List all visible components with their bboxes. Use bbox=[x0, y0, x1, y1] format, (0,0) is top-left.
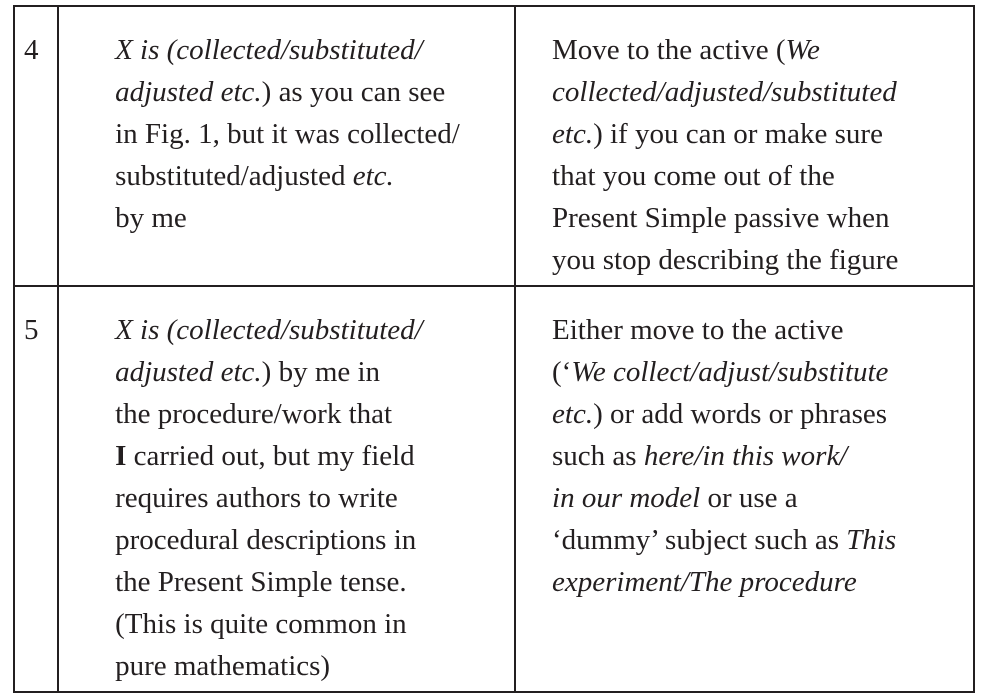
action-cell: Either move to the active (‘We collect/ad… bbox=[514, 285, 975, 693]
cell-text-line: etc.) or add words or phrases bbox=[552, 393, 973, 435]
cell-text-line: (‘We collect/adjust/substitute bbox=[552, 351, 973, 393]
italic-text: X is (collected/substituted/ bbox=[115, 314, 423, 346]
italic-text: This bbox=[846, 524, 897, 556]
text-run: in Fig. 1, but it was collected/ bbox=[115, 118, 460, 150]
row-number-cell: 4 bbox=[12, 5, 60, 287]
text-run: by me bbox=[115, 202, 187, 234]
cell-text-line: in our model or use a bbox=[552, 477, 973, 519]
cell-text-line: requires authors to write bbox=[115, 477, 514, 519]
cell-text-line: Move to the active (We bbox=[552, 29, 973, 71]
cell-text-line: substituted/adjusted etc. bbox=[115, 155, 514, 197]
cell-text-line: in Fig. 1, but it was collected/ bbox=[115, 113, 514, 155]
text-run: (‘ bbox=[552, 356, 572, 388]
cell-text-line: experiment/The procedure bbox=[552, 561, 973, 603]
text-run: ) if you can or make sure bbox=[593, 118, 883, 150]
text-run: or use a bbox=[700, 482, 798, 514]
cell-text-line: Either move to the active bbox=[552, 309, 973, 351]
italic-text: We collect/adjust/substitute bbox=[571, 356, 889, 388]
italic-text: adjusted etc. bbox=[115, 356, 262, 388]
situation-cell: X is (collected/substituted/adjusted etc… bbox=[57, 285, 517, 693]
cell-text-line: X is (collected/substituted/ bbox=[115, 29, 514, 71]
cell-text-line: adjusted etc.) by me in bbox=[115, 351, 514, 393]
text-run: ) by me in bbox=[261, 356, 381, 388]
italic-text: collected/adjusted/substituted bbox=[552, 76, 897, 108]
italic-text: here/in this work/ bbox=[643, 440, 848, 472]
cell-text-line: adjusted etc.) as you can see bbox=[115, 71, 514, 113]
italic-text: etc. bbox=[352, 160, 394, 192]
text-run: ) or add words or phrases bbox=[593, 398, 888, 430]
cell-text-line: such as here/in this work/ bbox=[552, 435, 973, 477]
cell-text-line: by me bbox=[115, 197, 514, 239]
text-run: substituted/adjusted bbox=[115, 160, 353, 192]
cell-text-line: pure mathematics) bbox=[115, 645, 514, 687]
guidance-table: 4 X is (collected/substituted/adjusted e… bbox=[12, 5, 975, 693]
italic-text: experiment/The procedure bbox=[552, 566, 857, 598]
table-row: 4 X is (collected/substituted/adjusted e… bbox=[12, 5, 975, 287]
italic-text: etc. bbox=[552, 398, 594, 430]
italic-text: adjusted etc. bbox=[115, 76, 262, 108]
text-run: the Present Simple tense. bbox=[115, 566, 407, 598]
situation-cell: X is (collected/substituted/adjusted etc… bbox=[57, 5, 517, 287]
cell-text-line: etc.) if you can or make sure bbox=[552, 113, 973, 155]
bold-text: I bbox=[115, 440, 127, 472]
cell-text-line: I carried out, but my field bbox=[115, 435, 514, 477]
cell-text-line: procedural descriptions in bbox=[115, 519, 514, 561]
text-run: carried out, but my field bbox=[126, 440, 415, 472]
cell-text-line: ‘dummy’ subject such as This bbox=[552, 519, 973, 561]
cell-text-line: you stop describing the figure bbox=[552, 239, 973, 281]
text-run: that you come out of the bbox=[552, 160, 835, 192]
text-run: ‘dummy’ subject such as bbox=[552, 524, 847, 556]
table-row: 5 X is (collected/substituted/adjusted e… bbox=[12, 285, 975, 693]
italic-text: We bbox=[785, 34, 820, 66]
text-run: pure mathematics) bbox=[115, 650, 331, 682]
cell-text-line: collected/adjusted/substituted bbox=[552, 71, 973, 113]
text-run: the procedure/work that bbox=[115, 398, 393, 430]
text-run: requires authors to write bbox=[115, 482, 398, 514]
text-run: ) as you can see bbox=[261, 76, 446, 108]
cell-text-line: the procedure/work that bbox=[115, 393, 514, 435]
italic-text: X is (collected/substituted/ bbox=[115, 34, 423, 66]
cell-text-line: the Present Simple tense. bbox=[115, 561, 514, 603]
italic-text: in our model bbox=[552, 482, 701, 514]
cell-text-line: that you come out of the bbox=[552, 155, 973, 197]
cell-text-line: (This is quite common in bbox=[115, 603, 514, 645]
text-run: such as bbox=[552, 440, 644, 472]
row-number-cell: 5 bbox=[12, 285, 60, 693]
italic-text: etc. bbox=[552, 118, 594, 150]
cell-text-line: X is (collected/substituted/ bbox=[115, 309, 514, 351]
cell-text-line: Present Simple passive when bbox=[552, 197, 973, 239]
text-run: Move to the active ( bbox=[552, 34, 786, 66]
row-number: 5 bbox=[24, 314, 39, 346]
text-run: procedural descriptions in bbox=[115, 524, 417, 556]
row-number: 4 bbox=[24, 34, 39, 66]
text-run: (This is quite common in bbox=[115, 608, 407, 640]
action-cell: Move to the active (We collected/adjusted… bbox=[514, 5, 975, 287]
text-run: Either move to the active bbox=[552, 314, 844, 346]
text-run: Present Simple passive when bbox=[552, 202, 890, 234]
text-run: you stop describing the figure bbox=[552, 244, 899, 276]
